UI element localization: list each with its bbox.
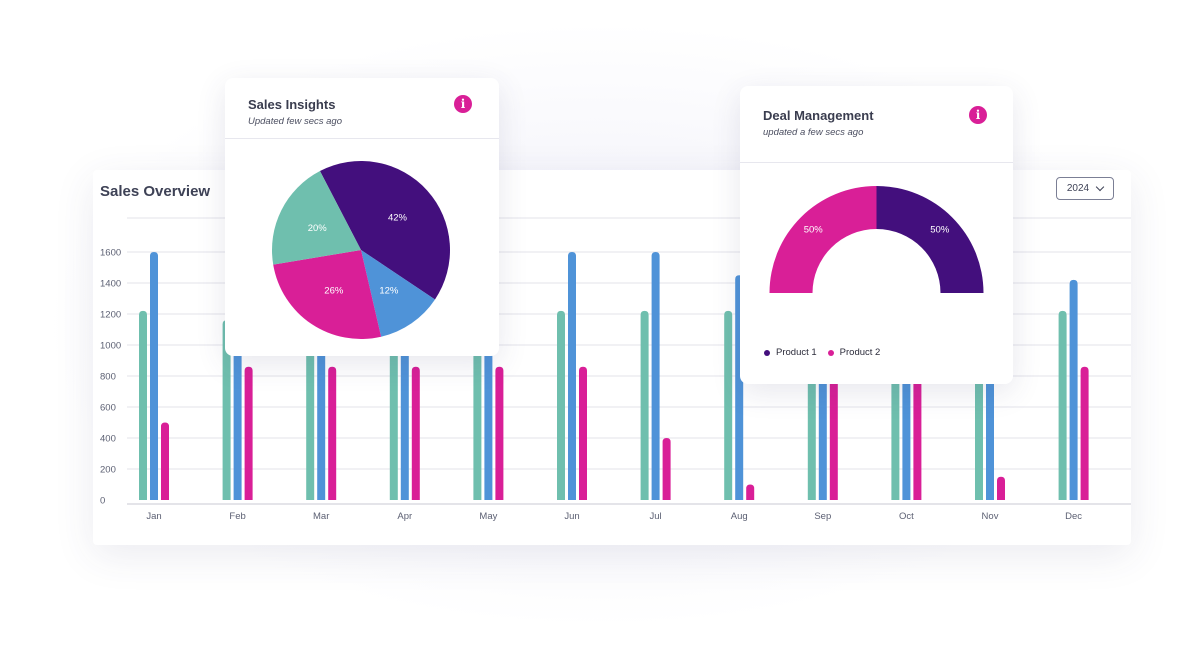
bar <box>139 310 147 500</box>
y-tick-label: 1000 <box>100 341 121 352</box>
bar <box>662 438 671 500</box>
bar <box>411 366 420 500</box>
donut-segment <box>769 186 877 293</box>
x-tick-label: Sep <box>814 511 831 522</box>
bar <box>150 252 158 500</box>
deal-management-half-donut-chart: 50% 50% <box>769 186 984 293</box>
x-tick-label: Jan <box>146 511 161 522</box>
bar <box>651 252 660 500</box>
year-select-value: 2024 <box>1066 183 1090 194</box>
y-tick-label: 1200 <box>100 310 121 321</box>
bar <box>161 422 169 500</box>
legend-dot <box>764 349 770 356</box>
y-tick-label: 1400 <box>100 279 121 290</box>
sales-overview-title: Sales Overview <box>100 183 211 200</box>
pie-slice-label: 20% <box>308 223 328 234</box>
y-tick-label: 600 <box>100 403 116 414</box>
pie-slice <box>361 250 436 337</box>
bar <box>389 310 398 500</box>
bar <box>495 366 504 500</box>
x-tick-label: Mar <box>313 511 329 522</box>
bar <box>1069 279 1078 500</box>
pie-slice-label: 12% <box>379 285 399 296</box>
chevron-down-icon <box>1095 182 1105 192</box>
deal-management-legend: Product 1 Product 2 <box>764 347 880 358</box>
legend-label: Product 1 <box>776 347 817 358</box>
legend-item-product-2: Product 2 <box>827 347 881 358</box>
y-tick-label: 400 <box>100 434 116 445</box>
x-tick-label: Feb <box>229 511 245 522</box>
donut-segment-label: 50% <box>930 225 950 236</box>
x-tick-label: Aug <box>731 511 748 522</box>
deal-management-card: Deal Management updated a few secs ago i… <box>740 86 1013 384</box>
donut-segment <box>876 186 984 293</box>
legend-item-product-1: Product 1 <box>764 347 817 358</box>
x-tick-label: May <box>479 511 497 522</box>
y-tick-label: 1600 <box>100 248 121 259</box>
sales-insights-pie-chart: 42% 12% 26% 20% <box>272 161 451 340</box>
year-select[interactable]: 2024 <box>1056 177 1114 200</box>
deal-management-title: Deal Management <box>763 108 874 123</box>
bar <box>997 476 1005 500</box>
x-tick-label: Oct <box>899 511 914 522</box>
info-icon[interactable]: i <box>454 95 472 113</box>
bar <box>568 252 576 500</box>
legend-dot <box>827 349 834 356</box>
bar <box>222 320 231 500</box>
pie-slice-label: 26% <box>324 286 344 297</box>
card-divider <box>740 162 1013 163</box>
x-tick-label: Jun <box>564 511 579 522</box>
x-tick-label: Jul <box>650 511 662 522</box>
x-tick-label: Apr <box>397 511 412 522</box>
info-icon[interactable]: i <box>969 106 987 124</box>
card-divider <box>225 138 499 139</box>
bar <box>328 366 337 500</box>
donut-segment-label: 50% <box>804 225 824 236</box>
x-tick-label: Nov <box>982 511 999 522</box>
x-tick-label: Dec <box>1065 511 1082 522</box>
y-tick-label: 800 <box>100 372 116 383</box>
deal-management-subtitle: updated a few secs ago <box>763 127 864 138</box>
pie-slice-label: 42% <box>388 212 408 223</box>
bar <box>244 366 253 500</box>
sales-insights-title: Sales Insights <box>248 97 336 112</box>
bar <box>1058 310 1067 500</box>
pie-slice <box>273 250 382 340</box>
bar <box>1080 366 1089 500</box>
bar <box>473 310 482 500</box>
bar <box>640 310 649 500</box>
bar <box>579 366 587 500</box>
y-tick-label: 200 <box>100 465 116 476</box>
bar <box>829 366 838 500</box>
bar <box>306 310 315 500</box>
pie-slice <box>319 161 451 300</box>
bar <box>746 484 755 500</box>
bar <box>557 310 565 500</box>
bar <box>913 366 922 500</box>
sales-insights-card: Sales Insights Updated few secs ago i 42… <box>225 78 499 356</box>
y-tick-label: 0 <box>100 496 105 507</box>
bar <box>724 310 733 500</box>
sales-insights-subtitle: Updated few secs ago <box>248 116 343 127</box>
pie-slice <box>272 171 361 265</box>
legend-label: Product 2 <box>839 347 881 358</box>
